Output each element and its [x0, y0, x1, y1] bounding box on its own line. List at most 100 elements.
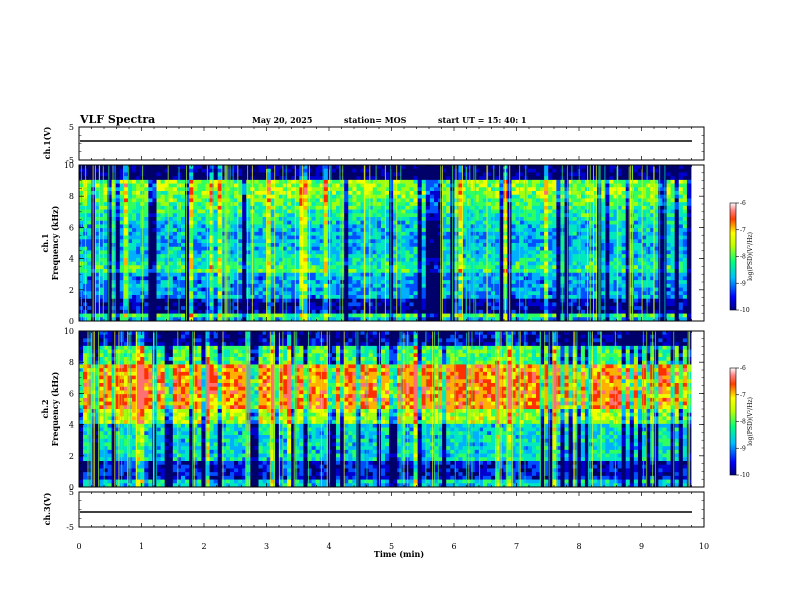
spectrogram-cell	[201, 176, 206, 181]
spectrogram-cell	[160, 302, 166, 307]
spectrogram-cell	[466, 168, 472, 173]
spectrogram-cell	[319, 231, 325, 236]
spectrogram-cell	[495, 306, 500, 311]
spectrogram-cell	[499, 269, 504, 274]
spectrogram-cell	[527, 246, 533, 251]
spectrogram-cell	[442, 209, 447, 214]
spectrogram-cell	[535, 165, 541, 170]
spectrogram-cell	[201, 165, 206, 170]
spectrogram-cell	[144, 172, 149, 177]
spectrogram-cell	[548, 205, 553, 210]
spectrogram-cell	[115, 306, 121, 311]
spectrogram-cell	[311, 205, 317, 210]
spectrogram-cell	[291, 217, 296, 222]
spectrogram-cell	[99, 272, 104, 277]
spectrogram-cell	[193, 239, 198, 244]
spectrogram-cell	[87, 265, 92, 270]
spectrogram-cell	[99, 269, 104, 274]
spectrogram-cell	[376, 224, 382, 229]
spectrogram-cell	[258, 205, 263, 210]
spectrogram-cell	[417, 198, 423, 203]
spectrogram-cell	[111, 280, 117, 285]
spectrogram-cell	[278, 317, 284, 321]
spectrogram-cell	[119, 235, 125, 240]
spectrogram-cell	[344, 165, 349, 170]
spectrogram-cell	[531, 243, 537, 248]
spectrogram-cell	[433, 302, 439, 307]
spectrogram-cell	[238, 183, 243, 188]
spectrogram-cell	[107, 220, 113, 225]
spectrogram-cell	[209, 261, 215, 266]
spectrogram-cell	[315, 191, 321, 196]
spectrogram-cell	[287, 298, 292, 303]
spectrogram-cell	[274, 254, 280, 259]
spectrogram-cell	[356, 231, 361, 236]
spectrogram-cell	[152, 202, 157, 207]
spectrogram-cell	[429, 309, 435, 314]
spectrogram-cell	[95, 165, 100, 170]
spectrogram-cell	[193, 243, 198, 248]
spectrogram-cell	[95, 291, 100, 296]
spectrogram-cell	[213, 243, 219, 248]
spectrogram-cell	[548, 317, 553, 321]
spectrogram-cell	[454, 191, 459, 196]
spectrogram-cell	[103, 269, 108, 274]
spectrogram-cell	[123, 280, 129, 285]
spectrogram-cell	[421, 179, 427, 184]
spectrogram-cell	[229, 254, 235, 259]
spectrogram-cell	[266, 246, 272, 251]
spectrogram-cell	[425, 243, 431, 248]
spectrogram-cell	[556, 313, 561, 318]
spectrogram-cell	[466, 172, 472, 177]
spectrogram-cell	[397, 272, 402, 277]
spectrogram-cell	[482, 250, 488, 255]
spectrogram-cell	[164, 220, 170, 225]
spectrogram-cell	[385, 187, 390, 192]
spectrogram-cell	[303, 313, 308, 318]
spectrogram-cell	[181, 272, 186, 277]
spectrogram-cell	[193, 187, 198, 192]
spectrogram-cell	[515, 194, 521, 199]
spectrogram-cell	[454, 295, 459, 300]
spectrogram-cell	[189, 272, 194, 277]
spectrogram-cell	[164, 261, 170, 266]
spectrogram-cell	[474, 220, 480, 225]
spectrogram-cell	[372, 265, 378, 270]
spectrogram-cell	[213, 261, 219, 266]
spectrogram-cell	[299, 243, 304, 248]
spectrogram-cell	[258, 179, 263, 184]
spectrogram-cell	[372, 287, 378, 292]
spectrogram-cell	[376, 217, 382, 222]
spectrogram-cell	[221, 317, 227, 321]
spectrogram-cell	[287, 276, 292, 281]
spectrogram-cell	[185, 194, 190, 199]
spectrogram-cell	[515, 243, 521, 248]
spectrogram-cell	[405, 220, 410, 225]
spectrogram-cell	[111, 313, 117, 318]
spectrogram-cell	[327, 250, 333, 255]
spectrogram-cell	[238, 254, 243, 259]
spectrogram-cell	[229, 265, 235, 270]
spectrogram-cell	[217, 313, 223, 318]
spectrogram-cell	[115, 250, 121, 255]
spectrogram-cell	[482, 165, 488, 170]
spectrogram-cell	[311, 261, 317, 266]
spectrogram-cell	[148, 194, 153, 199]
spectrogram-cell	[393, 287, 398, 292]
spectrogram-cell	[466, 254, 472, 259]
spectrogram-cell	[417, 194, 423, 199]
spectrogram-cell	[385, 243, 390, 248]
spectrogram-cell	[405, 295, 410, 300]
spectrogram-cell	[482, 295, 488, 300]
spectrogram-cell	[99, 209, 104, 214]
spectrogram-cell	[107, 250, 113, 255]
spectrogram-cell	[393, 191, 398, 196]
spectrogram-cell	[372, 217, 378, 222]
spectrogram-cell	[274, 194, 280, 199]
spectrogram-cell	[132, 224, 137, 229]
spectrogram-cell	[185, 168, 190, 173]
station-label: station= MOS	[344, 115, 407, 125]
spectrogram-cell	[303, 272, 308, 277]
spectrogram-cell	[393, 250, 398, 255]
spectrogram-cell	[401, 291, 406, 296]
